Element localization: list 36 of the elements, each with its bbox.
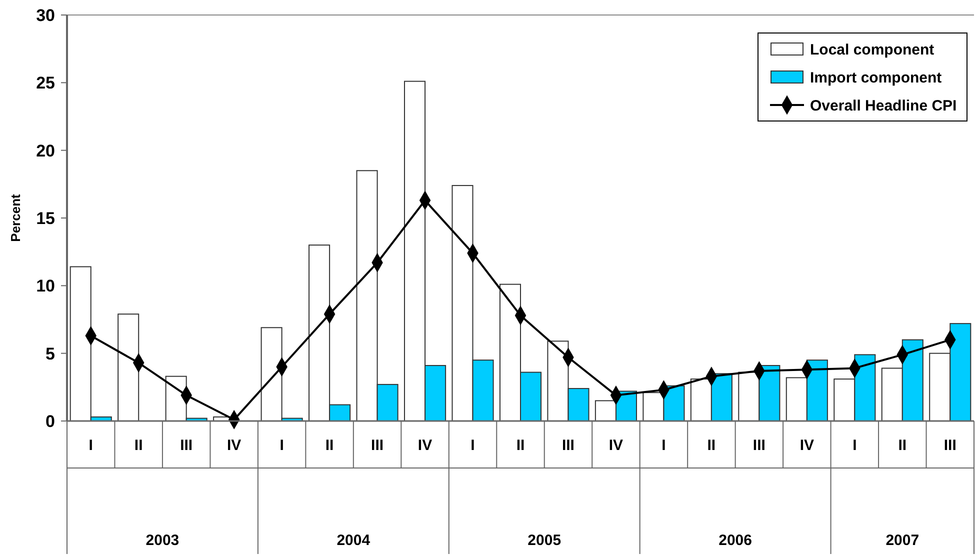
- x-tick-label: III: [371, 437, 384, 454]
- x-tick-label: II: [516, 437, 525, 454]
- y-tick-label: 25: [36, 74, 55, 93]
- y-tick-label: 15: [36, 208, 55, 228]
- y-axis-title: Percent: [8, 193, 23, 242]
- x-tick-label: II: [707, 437, 716, 454]
- y-tick-label: 0: [46, 412, 55, 431]
- x-tick-label: II: [898, 437, 907, 454]
- x-tick-label: I: [280, 437, 284, 454]
- y-tick-label: 20: [36, 141, 55, 160]
- legend-label: Import component: [810, 69, 942, 86]
- x-tick-label: I: [88, 437, 93, 454]
- y-tick-label: 30: [36, 6, 55, 25]
- legend-label: Overall Headline CPI: [810, 97, 957, 114]
- x-tick-label: II: [134, 437, 143, 454]
- text: 2006: [718, 532, 752, 549]
- x-tick-label: IV: [418, 437, 432, 454]
- legend-label: Local component: [810, 41, 934, 58]
- text: 2003: [146, 532, 180, 549]
- bar: [118, 314, 140, 422]
- text: 2007: [886, 532, 920, 549]
- y-tick-label: 10: [36, 276, 55, 296]
- x-tick-label: IV: [800, 437, 814, 454]
- x-tick-label: III: [944, 437, 956, 454]
- x-tick-label: III: [180, 437, 193, 454]
- x-tick-label: I: [852, 437, 857, 454]
- x-tick-label: IV: [226, 437, 242, 454]
- text: 2005: [528, 532, 562, 549]
- x-tick-label: I: [662, 437, 666, 454]
- x-tick-label: I: [470, 437, 475, 454]
- text: 2004: [336, 532, 371, 549]
- x-tick-label: III: [562, 437, 574, 454]
- x-tick-label: II: [325, 437, 334, 454]
- x-tick-label: IV: [608, 437, 624, 454]
- y-tick-label: 5: [46, 344, 55, 364]
- x-tick-label: III: [752, 437, 766, 454]
